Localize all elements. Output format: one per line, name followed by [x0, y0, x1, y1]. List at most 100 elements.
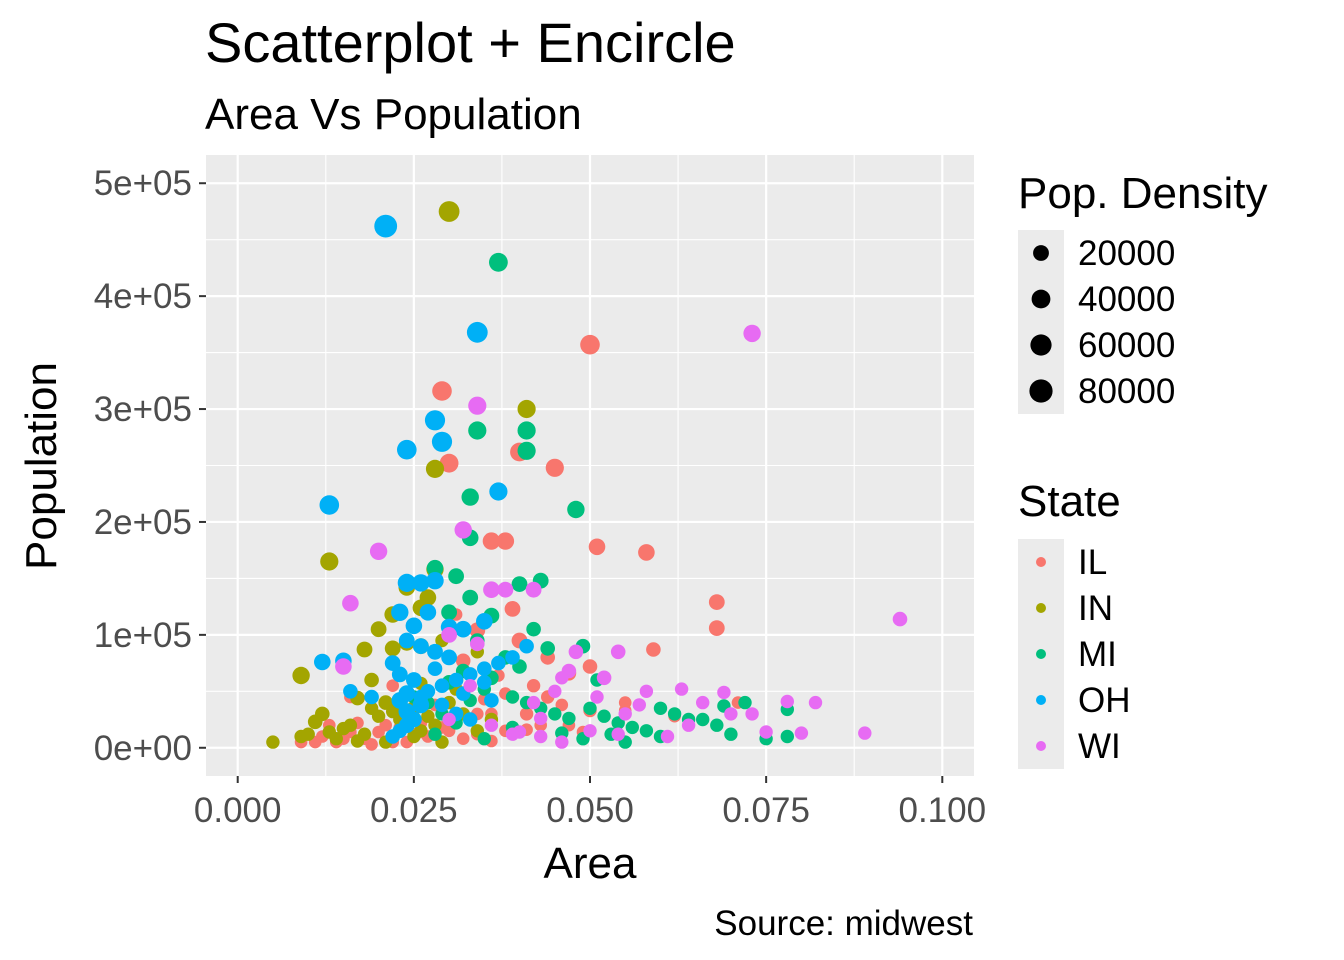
data-point-oh: [406, 672, 422, 688]
color-legend: IL IN MI OH WI: [1018, 539, 1131, 769]
color-legend-label: WI: [1078, 727, 1121, 766]
x-tick-label: 0.025: [370, 791, 458, 830]
y-tick-label: 0e+00: [94, 729, 192, 768]
data-points: [266, 201, 908, 751]
data-point-oh: [462, 667, 478, 682]
data-point-wi: [470, 636, 485, 652]
data-point-oh: [448, 672, 464, 688]
data-point-oh: [519, 638, 534, 654]
data-point-in: [364, 701, 379, 715]
data-point-oh: [413, 638, 429, 655]
data-point-mi: [562, 711, 576, 726]
data-point-mi: [505, 690, 520, 704]
data-point-wi: [632, 698, 646, 712]
data-point-il: [439, 453, 459, 473]
data-point-in: [419, 589, 437, 606]
data-point-oh: [398, 632, 415, 649]
data-point-mi: [724, 727, 738, 741]
data-point-wi: [526, 695, 541, 710]
data-point-in: [307, 714, 323, 730]
data-point-oh: [405, 617, 423, 635]
data-point-in: [438, 201, 460, 222]
data-point-mi: [639, 724, 654, 738]
data-point-oh: [397, 439, 417, 460]
data-point-il: [708, 620, 725, 636]
data-point-wi: [681, 718, 696, 732]
data-point-mi: [667, 707, 682, 721]
data-point-il: [482, 532, 501, 550]
data-point-wi: [468, 396, 487, 415]
data-point-il: [455, 653, 471, 669]
data-point-wi: [596, 670, 612, 686]
data-point-mi: [583, 701, 597, 715]
color-legend-dot: [1036, 741, 1046, 751]
data-point-wi: [724, 707, 738, 721]
color-legend-dot: [1036, 603, 1046, 613]
data-point-oh: [391, 666, 408, 683]
data-point-wi: [454, 521, 472, 539]
data-point-oh: [477, 675, 492, 690]
data-point-oh: [454, 620, 472, 638]
data-point-mi: [461, 488, 479, 506]
data-point-oh: [441, 649, 457, 666]
data-point-il: [708, 594, 725, 610]
data-point-mi: [441, 604, 457, 621]
data-point-mi: [567, 500, 585, 519]
y-axis-title: Population: [17, 362, 66, 570]
y-tick-label: 2e+05: [94, 503, 192, 542]
data-point-wi: [858, 726, 872, 740]
data-point-il: [582, 659, 598, 674]
data-point-oh: [466, 321, 488, 343]
data-point-il: [456, 732, 470, 745]
chart-title: Scatterplot + Encircle: [205, 11, 736, 74]
data-point-il: [496, 532, 515, 550]
data-point-wi: [335, 658, 352, 675]
data-point-il: [504, 601, 521, 617]
data-point-oh: [484, 693, 499, 708]
data-point-wi: [534, 711, 548, 726]
color-legend-label: MI: [1078, 635, 1117, 674]
data-point-oh: [476, 613, 493, 630]
data-point-in: [407, 729, 421, 744]
data-point-in: [425, 459, 445, 478]
data-point-wi: [555, 671, 569, 685]
data-point-oh: [431, 431, 453, 452]
size-legend-dot: [1029, 379, 1053, 403]
y-tick-label: 5e+05: [94, 164, 192, 203]
data-point-mi: [517, 441, 536, 460]
size-legend-label: 20000: [1078, 234, 1175, 273]
data-point-wi: [442, 712, 456, 727]
size-legend-label: 40000: [1078, 280, 1175, 319]
data-point-il: [432, 381, 452, 401]
data-point-il: [379, 718, 393, 732]
data-point-wi: [743, 324, 761, 343]
data-point-il: [526, 679, 541, 693]
data-point-oh: [462, 712, 478, 727]
data-point-wi: [568, 644, 584, 660]
data-point-mi: [477, 732, 491, 746]
data-point-il: [386, 679, 400, 692]
data-point-wi: [369, 542, 388, 560]
color-legend-label: IN: [1078, 589, 1113, 628]
data-point-oh: [426, 572, 444, 590]
y-axis: 0e+00 1e+05 2e+05 3e+05 4e+05 5e+05: [94, 164, 206, 768]
data-point-il: [519, 707, 534, 721]
data-point-oh: [391, 603, 409, 621]
x-tick-label: 0.000: [194, 791, 282, 830]
data-point-oh: [374, 214, 398, 238]
data-point-oh: [384, 655, 401, 671]
x-tick-label: 0.050: [546, 791, 634, 830]
data-point-oh: [434, 697, 450, 713]
data-point-wi: [660, 729, 675, 744]
data-point-in: [322, 725, 336, 739]
color-legend-dot: [1036, 557, 1046, 567]
data-point-oh: [420, 684, 436, 699]
data-point-wi: [534, 729, 548, 744]
data-point-mi: [696, 712, 710, 727]
color-legend-label: IL: [1078, 543, 1107, 582]
data-point-oh: [489, 482, 508, 501]
data-point-wi: [611, 727, 625, 741]
data-point-wi: [463, 679, 477, 693]
data-point-wi: [590, 690, 604, 704]
data-point-oh: [319, 495, 340, 515]
